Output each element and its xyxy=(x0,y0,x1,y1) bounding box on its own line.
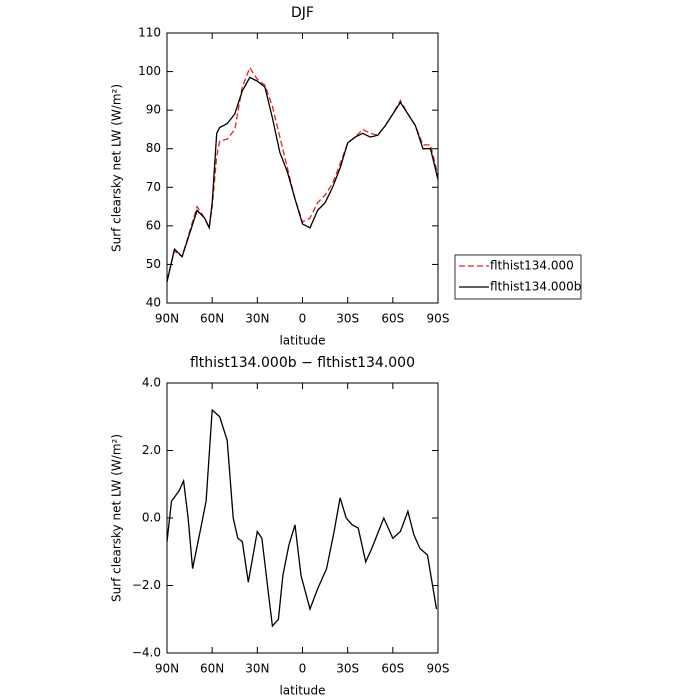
y-tick-label: 70 xyxy=(146,180,161,194)
x-axis-label: latitude xyxy=(279,334,325,348)
y-tick-label: 80 xyxy=(146,141,161,155)
x-tick-label: 30S xyxy=(336,312,359,326)
y-tick-label: 4.0 xyxy=(142,376,161,390)
data-line xyxy=(166,408,438,628)
x-tick-label: 60N xyxy=(200,662,224,676)
x-tick-label: 90N xyxy=(155,312,179,326)
x-axis-label: latitude xyxy=(279,684,325,698)
y-tick-label: 100 xyxy=(138,64,161,78)
legend-label: flthist134.000 xyxy=(490,259,574,273)
y-tick-label: 40 xyxy=(146,296,161,310)
x-tick-label: 60S xyxy=(381,662,404,676)
plot-frame xyxy=(166,32,439,304)
y-tick-label: 0.0 xyxy=(142,511,161,525)
x-tick-label: 90S xyxy=(427,312,450,326)
x-tick-label: 0 xyxy=(299,312,307,326)
y-tick-label: 50 xyxy=(146,257,161,271)
plot-frame xyxy=(166,382,439,654)
y-axis-label: Surf clearsky net LW (W/m²) xyxy=(110,84,124,252)
x-tick-label: 90S xyxy=(427,662,450,676)
x-tick-label: 0 xyxy=(299,662,307,676)
y-tick-label: 2.0 xyxy=(142,443,161,457)
data-line xyxy=(166,66,439,281)
x-tick-label: 30N xyxy=(245,312,269,326)
y-tick-label: −4.0 xyxy=(132,646,161,660)
y-tick-label: 60 xyxy=(146,218,161,232)
chart-title: DJF xyxy=(291,5,314,21)
x-tick-label: 60N xyxy=(200,312,224,326)
legend-box xyxy=(454,254,582,300)
y-tick-label: −2.0 xyxy=(132,578,161,592)
x-tick-label: 30S xyxy=(336,662,359,676)
x-tick-label: 60S xyxy=(381,312,404,326)
y-tick-label: 110 xyxy=(138,26,161,40)
x-tick-label: 90N xyxy=(155,662,179,676)
data-line xyxy=(166,76,439,282)
legend-label: flthist134.000b xyxy=(490,280,581,294)
chart-title: flthist134.000b − flthist134.000 xyxy=(190,355,415,371)
x-tick-label: 30N xyxy=(245,662,269,676)
y-axis-label: Surf clearsky net LW (W/m²) xyxy=(110,434,124,602)
y-tick-label: 90 xyxy=(146,103,161,117)
